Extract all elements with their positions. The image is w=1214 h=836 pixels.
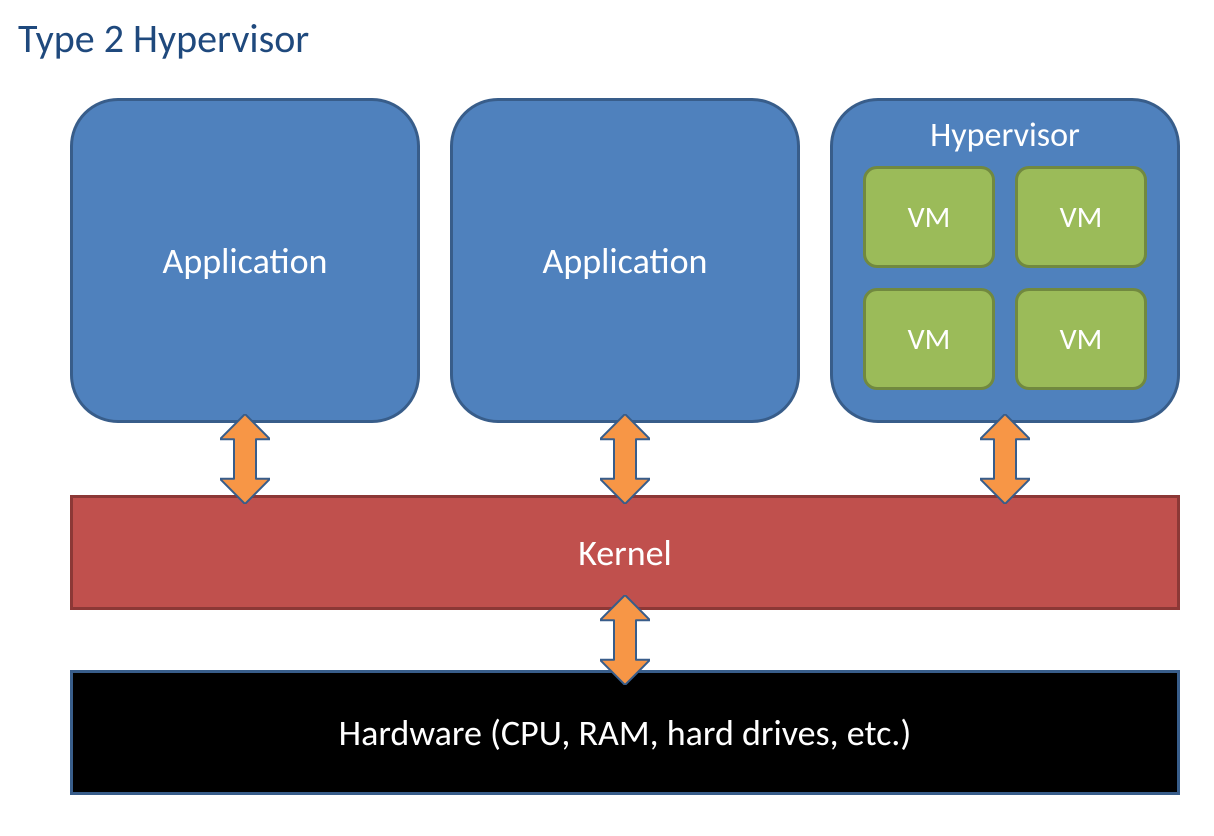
double-arrow-3 <box>980 414 1030 504</box>
double-arrow-4 <box>600 595 650 685</box>
vm-box-3: VM <box>863 288 995 390</box>
hypervisor-label: Hypervisor <box>833 101 1177 166</box>
hypervisor-box: HypervisorVMVMVMVM <box>830 98 1180 423</box>
double-arrow-1 <box>220 414 270 504</box>
hardware-box: Hardware (CPU, RAM, hard drives, etc.) <box>70 670 1180 795</box>
application-box-2: Application <box>450 98 800 423</box>
application-box-1: Application <box>70 98 420 423</box>
vm-box-1: VM <box>863 166 995 268</box>
vm-box-4: VM <box>1015 288 1147 390</box>
kernel-box: Kernel <box>70 495 1180 610</box>
diagram-title: Type 2 Hypervisor <box>18 14 309 63</box>
double-arrow-2 <box>600 414 650 504</box>
vm-box-2: VM <box>1015 166 1147 268</box>
